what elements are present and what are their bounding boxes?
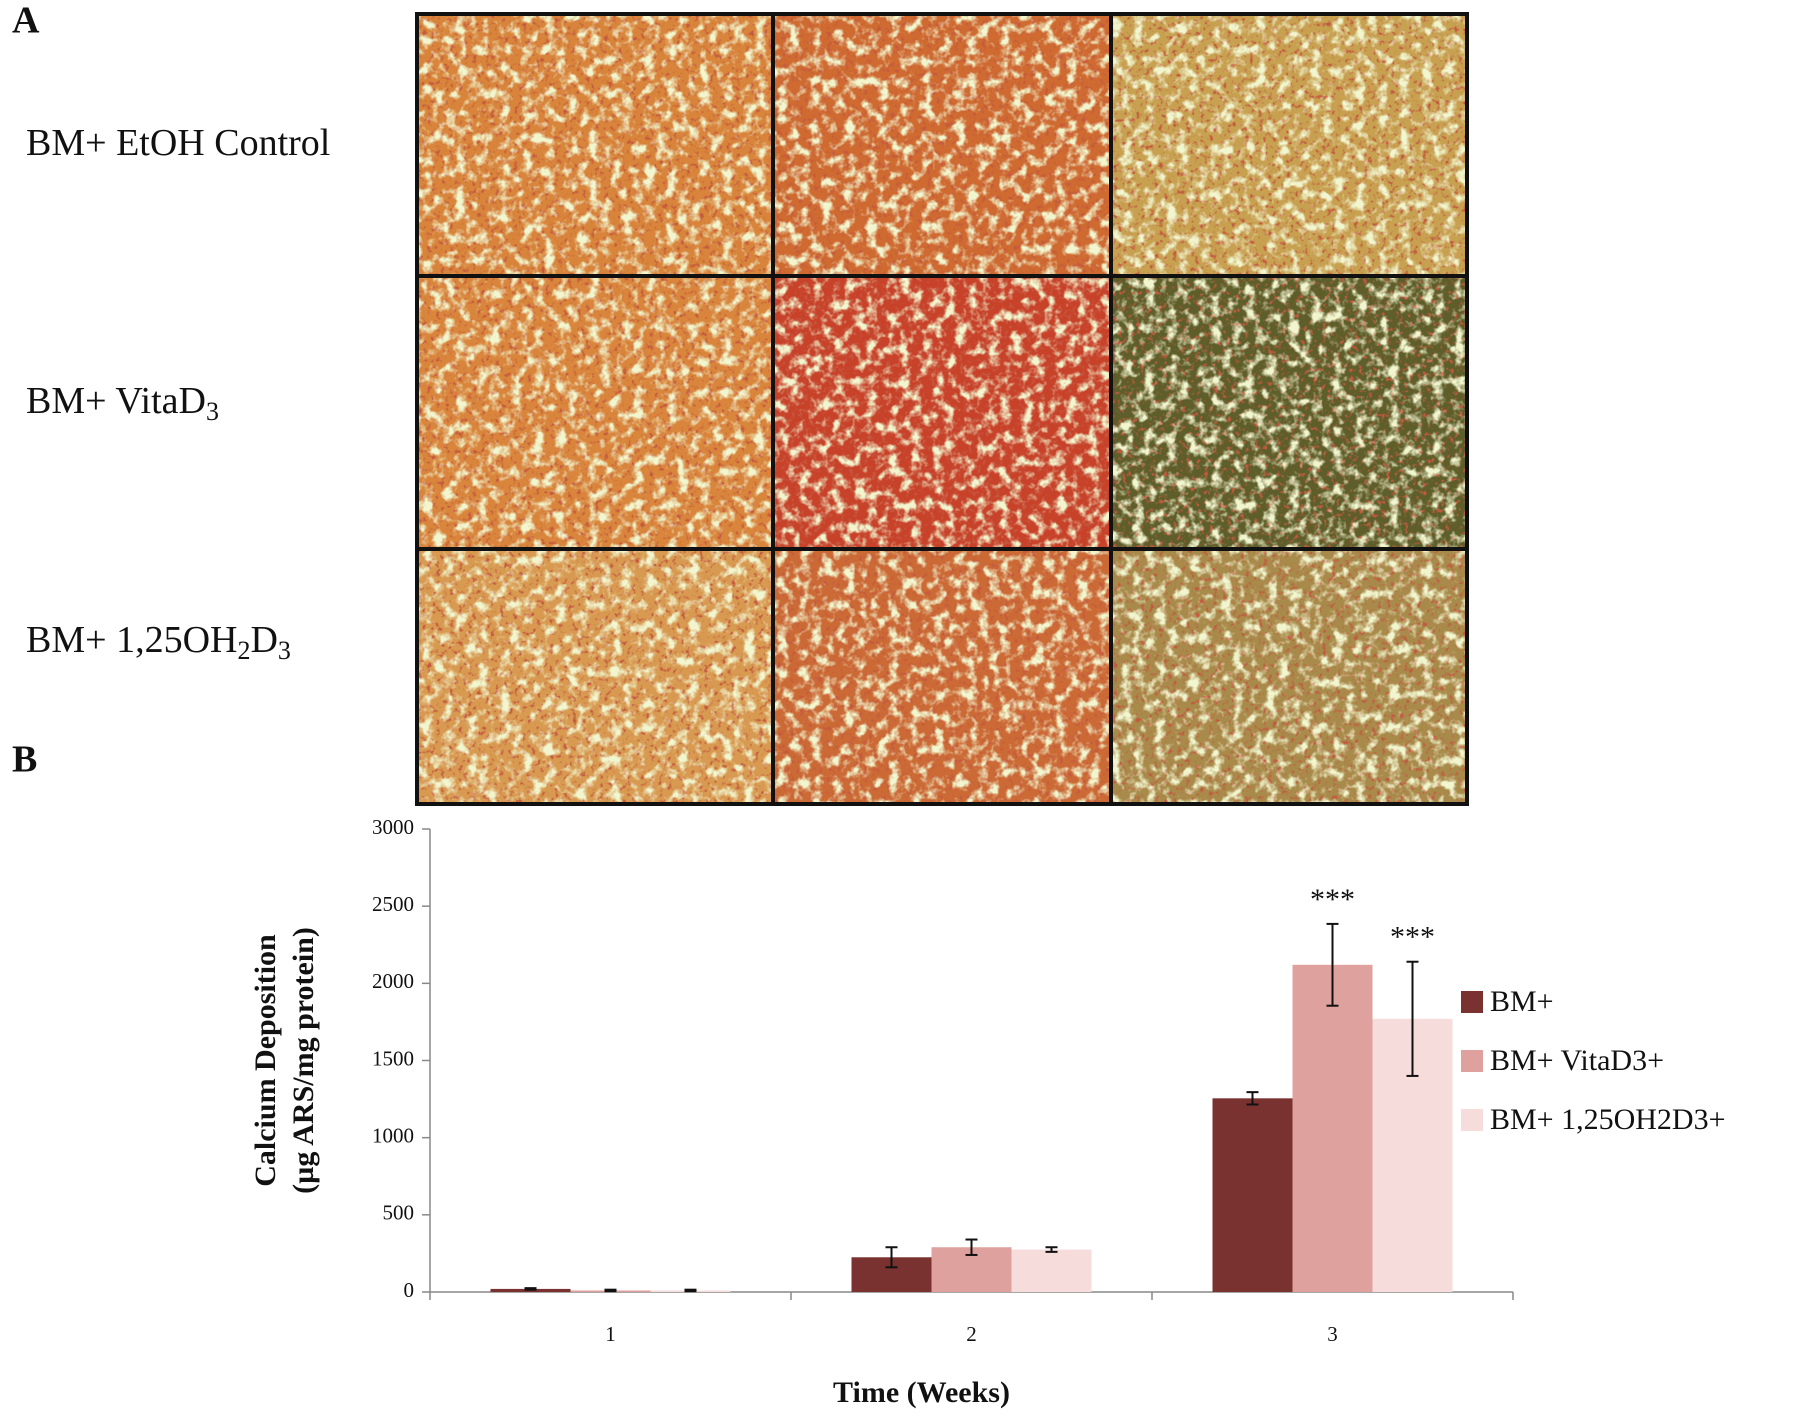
y-tick-label: 1000 (372, 1123, 414, 1147)
legend-label: BM+ VitaD3+ (1490, 1044, 1664, 1077)
bar (1011, 1249, 1092, 1292)
y-axis-title: Calcium Deposition (249, 934, 282, 1187)
y-tick-label: 0 (404, 1278, 415, 1302)
grid-borders (415, 12, 1469, 806)
bar (1212, 1098, 1293, 1292)
y-tick-label: 500 (383, 1201, 415, 1225)
legend-swatch (1461, 1109, 1483, 1131)
subscript: 3 (278, 636, 291, 665)
legend-swatch (1461, 1050, 1483, 1072)
label-text: BM+ 1,25OH (26, 619, 237, 661)
y-tick-label: 2500 (372, 892, 414, 916)
texture (417, 14, 1467, 804)
panel-label: B (12, 739, 37, 781)
error-bar (1406, 960, 1419, 1077)
error-bar (524, 1287, 537, 1291)
y-axis-title: (µg ARS/mg protein) (287, 927, 320, 1194)
label-text: D (250, 619, 277, 661)
y-tick-label: 3000 (372, 815, 414, 839)
error-bar (684, 1288, 697, 1293)
legend-label: BM+ 1,25OH2D3+ (1490, 1103, 1726, 1136)
row-label: BM+ 1,25OH2D3 (26, 619, 291, 665)
error-bar (604, 1288, 617, 1293)
legend-swatch (1461, 991, 1483, 1013)
subscript: 3 (206, 397, 219, 426)
micrograph-grid (415, 12, 1469, 806)
error-bar (1246, 1091, 1259, 1106)
x-tick-label: 2 (966, 1322, 977, 1346)
row-label: BM+ VitaD3 (26, 380, 219, 426)
legend-label: BM+ (1490, 985, 1554, 1018)
label-text: BM+ EtOH Control (26, 122, 330, 164)
bar (1292, 964, 1373, 1292)
subscript: 2 (237, 636, 250, 665)
panel-label: A (12, 0, 40, 42)
error-bar (1045, 1246, 1058, 1253)
row-label: BM+ EtOH Control (26, 122, 330, 164)
error-bar (1326, 922, 1339, 1007)
annotation: *** (1390, 921, 1435, 954)
annotation: *** (1310, 883, 1355, 916)
y-tick-label: 1500 (372, 1046, 414, 1070)
error-bar (885, 1246, 898, 1269)
y-tick-label: 2000 (372, 969, 414, 993)
error-bar (965, 1238, 978, 1256)
x-tick-label: 3 (1327, 1322, 1338, 1346)
x-axis-title: Time (Weeks) (833, 1376, 1010, 1409)
x-tick-label: 1 (605, 1322, 616, 1346)
label-text: BM+ VitaD (26, 380, 206, 422)
